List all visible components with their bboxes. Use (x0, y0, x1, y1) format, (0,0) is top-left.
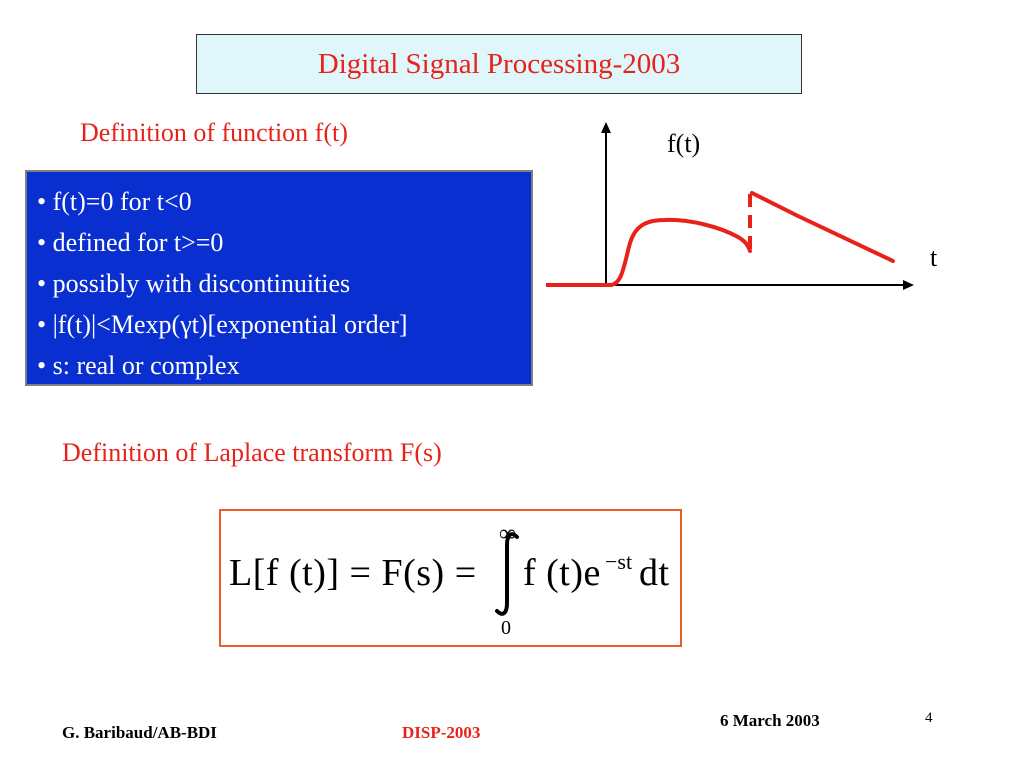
footer-course: DISP-2003 (402, 723, 481, 742)
graph-x-label: t (930, 243, 938, 272)
footer-author: G. Baribaud/AB-BDI (62, 723, 217, 742)
slide-title-box: Digital Signal Processing-2003 (196, 34, 802, 94)
bullet-item: • defined for t>=0 (37, 228, 224, 257)
laplace-definition-heading: Definition of Laplace transform F(s) (62, 438, 442, 467)
formula-exponent: −st (605, 549, 633, 574)
integral-lower-limit: 0 (501, 617, 511, 639)
laplace-formula-box: L[f (t)] = F(s) = ∞ 0 f (t)e −st dt (219, 509, 682, 647)
formula-integrand: f (t)e (523, 552, 601, 594)
formula-lhs: L[f (t)] = F(s) = (229, 552, 477, 594)
curve-second-segment (750, 191, 895, 263)
function-definition-heading: Definition of function f(t) (80, 118, 348, 147)
footer-date: 6 March 2003 (720, 711, 820, 730)
properties-list: • f(t)=0 for t<0 • defined for t>=0 • po… (25, 170, 533, 386)
bullet-item: • s: real or complex (37, 351, 240, 380)
curve-first-segment (608, 217, 752, 287)
bullet-item: • |f(t)|<Mexp(γt)[exponential order] (37, 310, 408, 339)
y-axis-arrow-icon (601, 122, 611, 133)
formula-differential: dt (639, 552, 670, 594)
bullet-item: • possibly with discontinuities (37, 269, 351, 298)
x-axis-arrow-icon (903, 280, 914, 290)
integral-upper-limit: ∞ (499, 521, 517, 547)
footer-page-number: 4 (925, 710, 933, 726)
integral-sign-icon (495, 532, 519, 616)
graph-y-label: f(t) (667, 129, 701, 158)
function-graph (546, 122, 914, 290)
slide-title: Digital Signal Processing-2003 (317, 47, 681, 80)
bullet-item: • f(t)=0 for t<0 (37, 187, 192, 216)
